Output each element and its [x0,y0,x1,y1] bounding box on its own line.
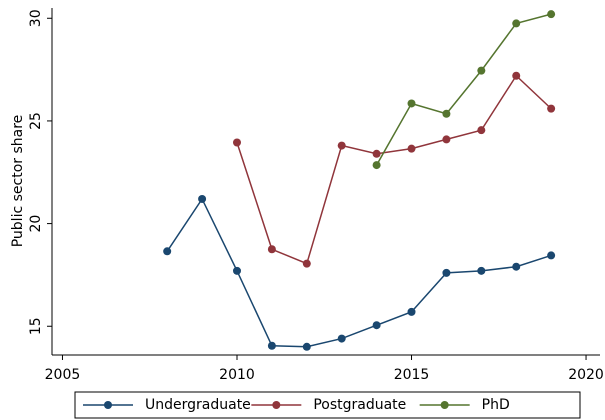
data-point [512,262,521,271]
data-point [547,10,556,19]
data-point [547,104,556,113]
legend-label: Postgraduate [313,397,406,413]
data-point [267,245,276,254]
data-point [407,307,416,316]
data-point [302,342,311,351]
legend-marker [104,401,112,409]
legend-label: PhD [482,397,510,413]
data-point [407,99,416,108]
data-point [372,149,381,158]
data-point [512,71,521,80]
data-point [442,268,451,277]
y-tick-label: 20 [28,215,44,233]
x-tick-label: 2005 [45,367,81,383]
data-point [302,259,311,268]
x-tick-label: 2015 [394,367,430,383]
x-tick-label: 2020 [568,367,604,383]
data-point [512,19,521,28]
data-point [163,247,172,256]
y-tick-label: 15 [28,317,44,335]
legend-marker [272,401,281,409]
data-point [477,126,486,135]
y-tick-label: 25 [28,112,44,130]
data-point [232,138,241,147]
data-point [337,334,346,343]
y-tick-label: 30 [28,9,44,27]
series-line [236,74,552,265]
data-point [407,144,416,153]
data-point [442,135,451,144]
legend-label: Undergraduate [145,397,251,413]
data-point [198,194,207,203]
legend-marker [440,401,449,409]
data-point [442,109,451,118]
data-point [372,321,381,330]
x-tick-label: 2010 [219,367,255,383]
data-point [547,251,556,260]
series-line [166,197,552,348]
data-point [337,141,346,150]
data-point [477,266,486,275]
data-point [372,161,381,170]
data-point [477,66,486,75]
legend-box [74,391,581,419]
series-line [375,13,552,166]
data-point [267,341,276,350]
data-point [232,266,241,275]
y-axis-label: Public sector share [10,115,26,248]
